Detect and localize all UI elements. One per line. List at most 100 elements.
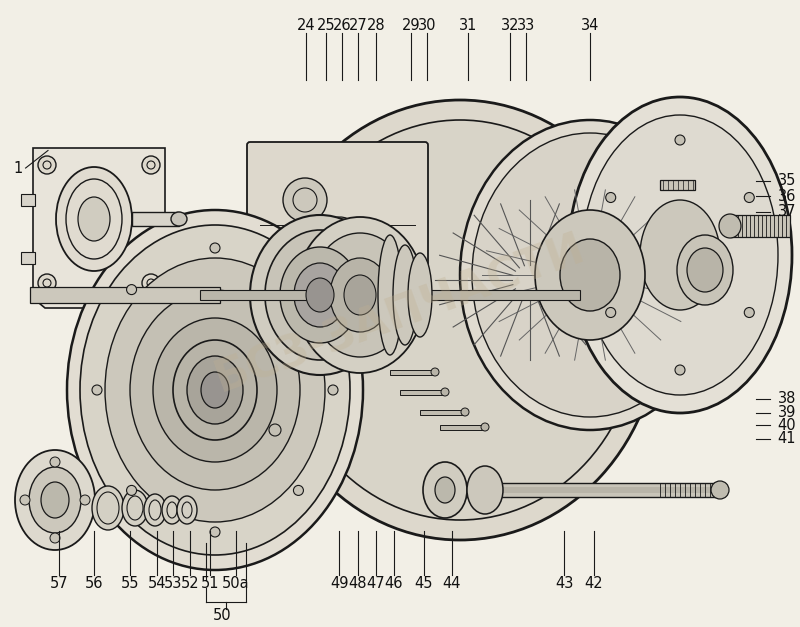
Ellipse shape bbox=[582, 115, 778, 395]
Text: 30: 30 bbox=[418, 18, 437, 33]
Ellipse shape bbox=[171, 212, 187, 226]
Text: 55: 55 bbox=[120, 576, 139, 591]
Ellipse shape bbox=[560, 239, 620, 311]
Circle shape bbox=[50, 457, 60, 467]
Ellipse shape bbox=[130, 290, 300, 490]
Text: 44: 44 bbox=[442, 576, 462, 591]
Ellipse shape bbox=[78, 197, 110, 241]
Ellipse shape bbox=[80, 225, 350, 555]
Text: 43: 43 bbox=[555, 576, 573, 591]
Text: 1: 1 bbox=[13, 161, 22, 176]
Text: 40: 40 bbox=[778, 418, 796, 433]
Bar bbox=[132, 212, 179, 226]
Text: 56: 56 bbox=[85, 576, 104, 591]
Bar bbox=[400, 390, 445, 395]
Text: 24: 24 bbox=[297, 18, 315, 33]
Text: БСЗ-ЗАПЧАСТИ: БСЗ-ЗАПЧАСТИ bbox=[209, 226, 591, 401]
Ellipse shape bbox=[201, 372, 229, 408]
Ellipse shape bbox=[306, 278, 334, 312]
Ellipse shape bbox=[294, 263, 346, 327]
Text: 54: 54 bbox=[147, 576, 166, 591]
Bar bbox=[440, 425, 485, 430]
Ellipse shape bbox=[173, 340, 257, 440]
Circle shape bbox=[675, 135, 685, 145]
Circle shape bbox=[294, 285, 303, 295]
Circle shape bbox=[38, 274, 56, 292]
Bar bbox=[390, 370, 435, 375]
Text: 49: 49 bbox=[330, 576, 349, 591]
Text: 53: 53 bbox=[164, 576, 182, 591]
Ellipse shape bbox=[187, 356, 243, 424]
Circle shape bbox=[744, 192, 754, 203]
Text: 57: 57 bbox=[50, 576, 69, 591]
Ellipse shape bbox=[423, 462, 467, 518]
Ellipse shape bbox=[280, 247, 360, 343]
Ellipse shape bbox=[265, 230, 375, 360]
Ellipse shape bbox=[310, 233, 410, 357]
Circle shape bbox=[38, 156, 56, 174]
Circle shape bbox=[80, 495, 90, 505]
Bar bbox=[420, 410, 465, 415]
Circle shape bbox=[744, 307, 754, 317]
Bar bbox=[21, 194, 35, 206]
Circle shape bbox=[328, 385, 338, 395]
Ellipse shape bbox=[105, 258, 325, 522]
Text: 39: 39 bbox=[778, 405, 796, 420]
Ellipse shape bbox=[393, 245, 417, 345]
Ellipse shape bbox=[177, 496, 197, 524]
Ellipse shape bbox=[378, 235, 402, 355]
Bar bbox=[430, 483, 720, 497]
Circle shape bbox=[322, 217, 358, 253]
Bar bbox=[430, 487, 720, 493]
Ellipse shape bbox=[56, 167, 132, 271]
Ellipse shape bbox=[144, 494, 166, 526]
Text: 31: 31 bbox=[459, 18, 477, 33]
Bar bbox=[30, 287, 220, 303]
Circle shape bbox=[675, 365, 685, 375]
Circle shape bbox=[210, 243, 220, 253]
Circle shape bbox=[481, 423, 489, 431]
Ellipse shape bbox=[330, 258, 390, 332]
Text: 35: 35 bbox=[778, 173, 796, 188]
Bar bbox=[660, 180, 695, 190]
Ellipse shape bbox=[719, 214, 741, 238]
Ellipse shape bbox=[435, 477, 455, 503]
Text: 27: 27 bbox=[349, 18, 368, 33]
Text: 47: 47 bbox=[366, 576, 386, 591]
FancyBboxPatch shape bbox=[247, 142, 428, 308]
Ellipse shape bbox=[29, 467, 81, 533]
Ellipse shape bbox=[472, 133, 708, 417]
Ellipse shape bbox=[568, 97, 792, 413]
Ellipse shape bbox=[92, 486, 124, 530]
Text: 33: 33 bbox=[517, 18, 534, 33]
Ellipse shape bbox=[41, 482, 69, 518]
Ellipse shape bbox=[711, 481, 729, 499]
Text: 32: 32 bbox=[501, 18, 520, 33]
Text: 51: 51 bbox=[200, 576, 219, 591]
Ellipse shape bbox=[15, 450, 95, 550]
Ellipse shape bbox=[344, 275, 376, 315]
Ellipse shape bbox=[260, 100, 660, 540]
Ellipse shape bbox=[460, 120, 720, 430]
Text: 29: 29 bbox=[402, 18, 421, 33]
Text: 34: 34 bbox=[582, 18, 599, 33]
Circle shape bbox=[126, 285, 137, 295]
Text: 41: 41 bbox=[778, 431, 796, 446]
Ellipse shape bbox=[677, 235, 733, 305]
Circle shape bbox=[441, 388, 449, 396]
Ellipse shape bbox=[408, 253, 432, 337]
Text: 52: 52 bbox=[181, 576, 200, 591]
Ellipse shape bbox=[467, 466, 503, 514]
Circle shape bbox=[50, 533, 60, 543]
Text: 28: 28 bbox=[366, 18, 386, 33]
Circle shape bbox=[20, 495, 30, 505]
Ellipse shape bbox=[162, 496, 182, 524]
Circle shape bbox=[210, 527, 220, 537]
Circle shape bbox=[283, 178, 327, 222]
Circle shape bbox=[142, 274, 160, 292]
Ellipse shape bbox=[280, 120, 640, 520]
Text: 48: 48 bbox=[348, 576, 367, 591]
Circle shape bbox=[431, 368, 439, 376]
Ellipse shape bbox=[250, 215, 390, 375]
Ellipse shape bbox=[295, 217, 425, 373]
